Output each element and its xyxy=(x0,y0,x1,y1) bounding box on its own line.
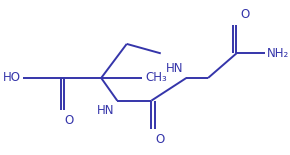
Text: O: O xyxy=(155,133,164,146)
Text: HN: HN xyxy=(166,62,184,75)
Text: HO: HO xyxy=(3,71,21,84)
Text: CH₃: CH₃ xyxy=(146,71,167,84)
Text: O: O xyxy=(64,114,74,127)
Text: O: O xyxy=(240,8,249,21)
Text: HN: HN xyxy=(97,104,115,117)
Text: NH₂: NH₂ xyxy=(267,47,289,60)
